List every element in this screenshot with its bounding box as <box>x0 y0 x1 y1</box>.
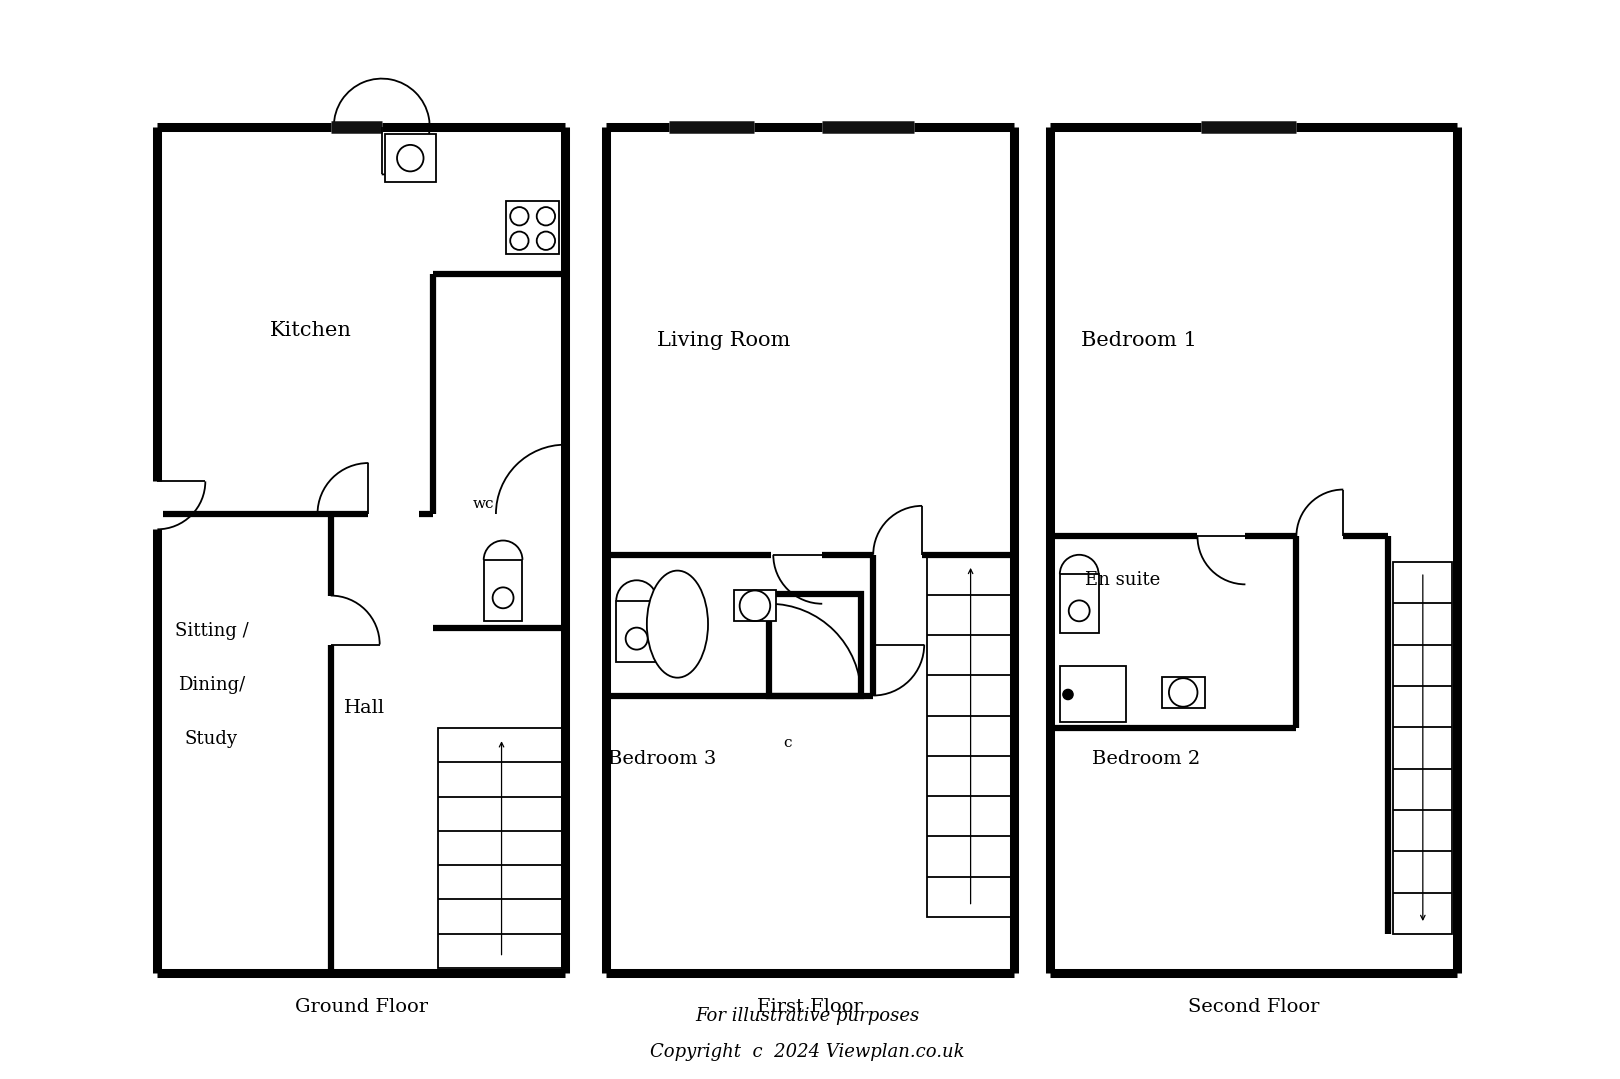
Text: For illustrative purposes: For illustrative purposes <box>695 1007 920 1025</box>
Bar <box>1059 666 1126 722</box>
Text: Dining/: Dining/ <box>178 677 245 694</box>
Bar <box>734 590 776 622</box>
Text: Study: Study <box>185 730 238 749</box>
Text: Kitchen: Kitchen <box>269 320 352 340</box>
Bar <box>505 201 559 254</box>
Text: wc: wc <box>473 496 494 510</box>
Bar <box>386 134 436 181</box>
Text: En suite: En suite <box>1085 571 1160 589</box>
Bar <box>484 560 522 622</box>
Text: c: c <box>784 737 792 750</box>
Text: Second Floor: Second Floor <box>1187 998 1319 1016</box>
Text: Bedroom 1: Bedroom 1 <box>1082 331 1197 351</box>
Text: First Floor: First Floor <box>757 998 863 1016</box>
Text: Hall: Hall <box>343 699 386 716</box>
Bar <box>1162 678 1205 708</box>
Text: Sitting /: Sitting / <box>175 623 248 640</box>
Text: Bedroom 2: Bedroom 2 <box>1092 750 1200 768</box>
Text: Bedroom 3: Bedroom 3 <box>608 750 716 768</box>
Circle shape <box>1063 689 1072 699</box>
Bar <box>770 593 860 696</box>
Text: Copyright  c  2024 Viewplan.co.uk: Copyright c 2024 Viewplan.co.uk <box>650 1043 964 1062</box>
Bar <box>437 728 565 968</box>
Bar <box>1393 562 1453 934</box>
Text: Living Room: Living Room <box>656 331 791 351</box>
Bar <box>927 555 1014 917</box>
Bar <box>616 601 658 661</box>
Text: Ground Floor: Ground Floor <box>295 998 428 1016</box>
Ellipse shape <box>646 571 708 678</box>
Bar <box>1059 574 1098 633</box>
